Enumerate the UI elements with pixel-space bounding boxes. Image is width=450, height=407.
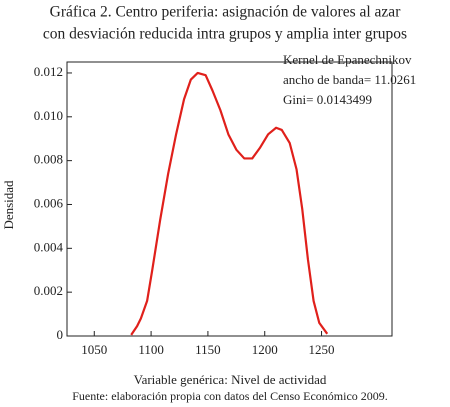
y-axis-label: Densidad bbox=[1, 180, 16, 230]
annotation: Gini= 0.0143499 bbox=[283, 92, 372, 107]
annotation: ancho de banda= 11.0261 bbox=[283, 72, 416, 87]
x-tick-label: 1050 bbox=[81, 342, 107, 357]
annotation: Kernel de Epanechnikov bbox=[283, 52, 412, 67]
x-tick-label: 1150 bbox=[195, 342, 221, 357]
y-tick-label: 0.012 bbox=[34, 64, 63, 79]
y-tick-label: 0.004 bbox=[34, 239, 64, 254]
plot-frame bbox=[66, 61, 393, 337]
chart-title: con desviación reducida intra grupos y a… bbox=[43, 26, 407, 43]
x-tick-label: 1200 bbox=[252, 342, 278, 357]
y-tick-label: 0.008 bbox=[34, 152, 63, 167]
source: Fuente: elaboración propia con datos del… bbox=[72, 389, 388, 403]
x-tick-label: 1250 bbox=[309, 342, 335, 357]
x-tick-label: 1100 bbox=[138, 342, 164, 357]
y-tick-label: 0 bbox=[57, 327, 64, 342]
y-tick-label: 0.010 bbox=[34, 108, 63, 123]
chart-title: Gráfica 2. Centro periferia: asignación … bbox=[50, 4, 402, 21]
y-tick-label: 0.002 bbox=[34, 283, 63, 298]
density-line bbox=[130, 71, 329, 336]
x-axis-label: Variable genérica: Nivel de actividad bbox=[134, 372, 327, 387]
y-tick-label: 0.006 bbox=[34, 195, 64, 210]
